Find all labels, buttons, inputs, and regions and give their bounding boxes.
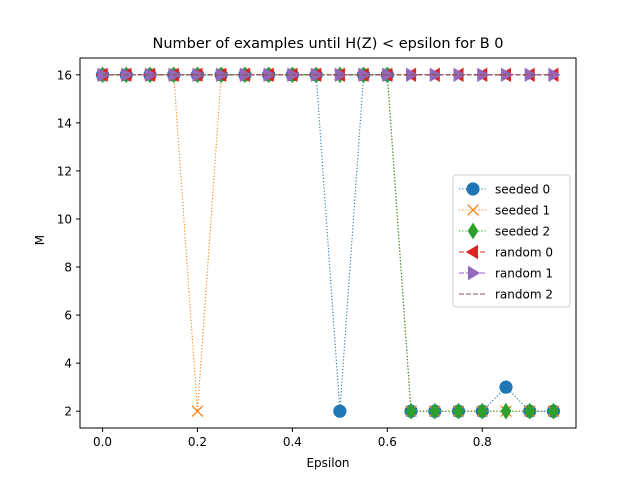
chart-title: Number of examples until H(Z) < epsilon … <box>152 36 503 52</box>
data-point-thin-diamond-marker <box>453 402 464 420</box>
x-tick-label: 0.0 <box>93 435 112 449</box>
data-point-thin-diamond-marker <box>476 402 488 420</box>
data-point-triangle-right-marker <box>467 265 481 281</box>
legend-item: seeded 1 <box>459 204 550 218</box>
legend-box <box>452 174 571 308</box>
data-point-x-marker <box>467 204 479 216</box>
data-point-triangle-right-marker <box>500 67 514 83</box>
data-point-circle-marker <box>333 404 347 418</box>
legend-item: random 0 <box>459 244 553 260</box>
axes-frame <box>79 57 577 429</box>
data-point-thin-diamond-marker <box>524 402 536 420</box>
x-tick-label: 0.6 <box>378 435 397 449</box>
y-tick-label: 8 <box>64 261 72 275</box>
legend-label: seeded 2 <box>495 225 550 239</box>
data-point-triangle-right-marker <box>548 67 561 83</box>
legend-label: random 2 <box>495 288 553 302</box>
legend-item: random 2 <box>459 288 553 302</box>
x-tick-label: 0.4 <box>283 435 302 449</box>
legend-item: seeded 0 <box>459 182 550 197</box>
legend-label: random 0 <box>495 246 553 260</box>
data-point-triangle-right-marker <box>144 67 158 83</box>
data-point-circle-marker <box>466 182 480 196</box>
data-point-x-marker <box>191 405 204 418</box>
y-tick-label: 14 <box>57 116 72 130</box>
x-tick-label: 0.8 <box>473 435 492 449</box>
y-tick-label: 12 <box>57 164 72 178</box>
data-point-thin-diamond-marker <box>548 402 559 420</box>
data-point-circle-marker <box>499 380 513 394</box>
data-point-triangle-right-marker <box>263 67 276 83</box>
y-tick-label: 6 <box>64 309 72 323</box>
data-point-triangle-right-marker <box>192 67 205 83</box>
data-point-triangle-right-marker <box>382 67 395 83</box>
legend-label: seeded 0 <box>495 183 550 197</box>
legend-label: seeded 1 <box>495 204 550 218</box>
legend: seeded 0 seeded 1 seeded 2 random 0 random 1… <box>452 174 571 308</box>
y-tick-label: 16 <box>57 68 72 82</box>
x-tick-label: 0.2 <box>188 435 207 449</box>
legend-label: random 1 <box>495 267 553 281</box>
data-point-thin-diamond-marker <box>429 402 441 420</box>
plot-area <box>95 66 561 420</box>
data-point-thin-diamond-marker <box>405 402 417 420</box>
data-point-thin-diamond-marker <box>467 222 479 240</box>
axes: 0.0 0.2 0.4 0.6 0.8 2 4 6 8 10 12 14 16 <box>57 68 492 449</box>
y-tick-label: 10 <box>57 212 72 226</box>
data-point-triangle-left-marker <box>465 244 479 260</box>
y-axis-label: M <box>33 235 47 245</box>
data-point-thin-diamond-marker <box>500 402 512 420</box>
y-tick-label: 4 <box>64 357 72 371</box>
y-tick-label: 2 <box>64 405 72 419</box>
x-axis-label: Epsilon <box>306 456 349 470</box>
legend-item: random 1 <box>459 265 553 281</box>
legend-item: seeded 2 <box>459 222 550 240</box>
